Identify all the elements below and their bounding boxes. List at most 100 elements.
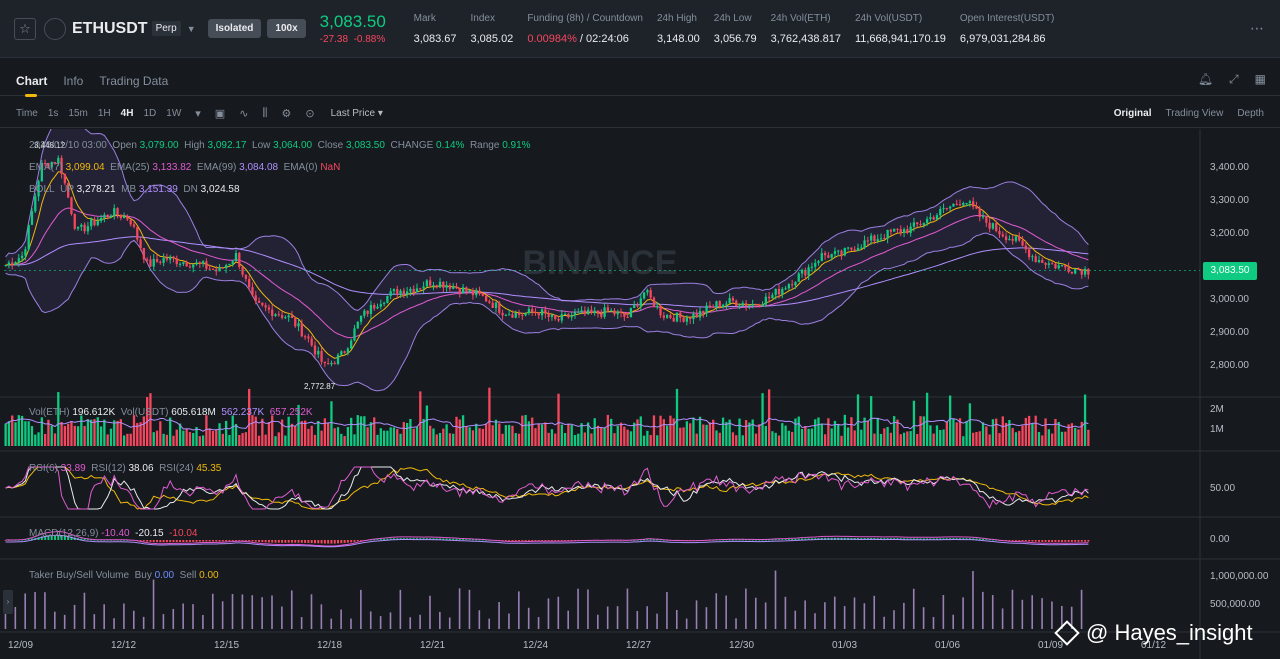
tab-info[interactable]: Info [63,73,84,88]
interval-15m[interactable]: 15m [68,108,88,119]
candle-body [883,238,886,240]
macd-histogram-bar [142,540,145,542]
crosshair-icon[interactable]: ⊙ [305,108,315,120]
volume-bar [34,434,37,446]
volume-bar [1037,432,1041,446]
volume-bar [409,418,412,446]
volume-bar [965,421,968,446]
volume-bar [633,422,636,446]
indicator-icon[interactable]: ∿ [239,108,249,120]
grid-layout-icon[interactable]: ▦ [1254,72,1266,86]
candle-body [876,239,879,242]
boll-upper-line [5,129,1089,311]
macd-histogram-bar [547,540,550,541]
leverage-button[interactable]: 100x [267,19,306,38]
candle-type-icon[interactable]: ⫼ [262,107,268,119]
candle-body [603,307,606,317]
time-tick-label: 01/09 [1038,640,1063,651]
volume-bar [327,422,330,446]
macd-histogram-bar [761,539,764,541]
volume-bar [373,417,376,446]
taker-volume-bar [1051,601,1053,629]
candle-body [521,314,524,316]
favorite-star-icon[interactable]: ☆ [14,17,36,40]
tab-chart[interactable]: Chart [16,73,48,97]
volume-bar [886,426,889,446]
view-original[interactable]: Original [1113,108,1152,119]
macd-histogram-bar [162,540,165,543]
macd-histogram-bar [425,538,428,540]
view-trading-view[interactable]: Trading View [1165,108,1224,119]
taker-volume-bar [912,588,915,629]
candle-body [132,224,136,227]
candle-body [902,229,906,233]
candle-body [652,297,656,307]
volume-bar [27,421,30,446]
macd-histogram-bar [787,539,790,540]
taker-volume-bar [24,593,26,629]
diamond-logo-icon [1054,620,1080,646]
tab-trading-data[interactable]: Trading Data [99,73,169,88]
macd-histogram-bar [991,539,994,541]
volume-bar [906,431,909,446]
macd-histogram-bar [544,540,547,541]
volume-bar [215,429,218,446]
volume-bar [172,435,175,446]
candle-body [455,286,458,289]
interval-1d[interactable]: 1D [143,108,157,119]
chevron-down-icon[interactable]: ▼ [186,23,196,34]
interval-dropdown-icon[interactable]: ▾ [195,108,201,120]
macd-histogram-bar [643,539,646,541]
interval-1w[interactable]: 1W [166,108,182,119]
ellipsis-icon[interactable]: ⋯ [1250,20,1264,36]
interval-4h[interactable]: 4H [120,108,134,119]
candle-body [955,203,958,205]
price-source-select[interactable]: Last Price ▾ [330,108,383,119]
panel-handle-icon[interactable]: › [3,590,13,614]
candle-body [1047,263,1051,265]
settings-icon[interactable]: ⚙ [281,108,292,120]
bell-icon[interactable]: 🔔︎ [1197,72,1214,86]
taker-volume-bar [123,603,125,629]
symbol-name[interactable]: ETHUSDT [72,19,148,37]
volume-bar [1011,427,1014,446]
price-chart[interactable]: BINANCE3,400.003,300.003,200.003,100.003… [0,129,1280,659]
volume-bar [850,417,853,446]
macd-histogram-bar [527,540,530,541]
volume-bar [534,428,537,446]
volume-bar [1054,418,1057,446]
volume-bar [781,423,784,446]
time-tick-label: 12/21 [420,640,445,651]
interval-1s[interactable]: 1s [47,108,59,119]
candle-body [14,262,17,266]
macd-histogram-bar [814,538,817,540]
calendar-icon[interactable]: ▣ [214,108,226,120]
macd-histogram-bar [83,539,86,540]
candle-body [860,247,863,249]
candle-body [985,216,988,223]
candle-body [1051,263,1054,265]
volume-bar [336,427,340,446]
price-tick-label: 2,900.00 [1210,327,1249,338]
macd-histogram-bar [1077,540,1080,542]
view-depth[interactable]: Depth [1237,108,1264,119]
candle-body [524,313,527,316]
volume-bar [149,393,152,446]
taker-legend: Taker Buy/Sell Volume Buy 0.00 Sell 0.00 [29,570,219,581]
macd-histogram-bar [376,539,379,541]
volume-bar [573,435,577,446]
volume-tick-label: 1M [1210,424,1224,435]
candle-body [965,202,968,204]
expand-icon[interactable]: ⤢ [1229,72,1239,86]
margin-mode-button[interactable]: Isolated [207,19,262,38]
taker-volume-bar [439,611,441,629]
candle-body [590,309,593,314]
candle-body [284,317,287,319]
bollinger-band-fill [5,129,1089,391]
volume-bar [498,423,501,446]
volume-bar [152,432,155,446]
candle-body [4,265,7,267]
candle-body [267,307,271,310]
interval-1h[interactable]: 1H [97,108,111,119]
time-label[interactable]: Time [16,108,38,119]
